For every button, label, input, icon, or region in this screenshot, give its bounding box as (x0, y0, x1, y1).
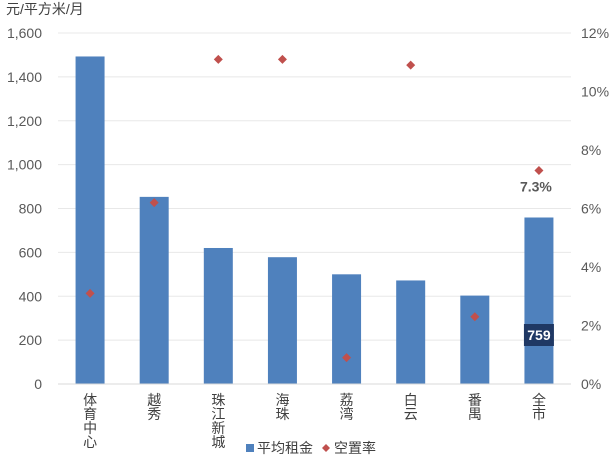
category-label: 白云 (404, 392, 418, 422)
y-left-tick-label: 1,200 (7, 113, 42, 129)
bar-6 (396, 280, 426, 384)
point-1 (85, 288, 95, 298)
legend-label-scatter: 空置率 (334, 440, 376, 456)
legend-label-bar: 平均租金 (257, 440, 313, 456)
annotations: 7.3% 759 (520, 178, 554, 346)
category-label: 体育中心 (83, 392, 97, 450)
point-6 (406, 60, 416, 70)
y-right-tick-label: 10% (581, 84, 609, 100)
category-label: 海珠 (275, 392, 289, 422)
legend: 平均租金 空置率 (246, 440, 376, 456)
point-2 (149, 198, 159, 208)
bar-value-badge (523, 324, 554, 346)
y-left-tick-label: 600 (19, 244, 43, 260)
y-axis-left: 0 200 400 600 800 1,000 1,200 1,400 1,600 (7, 25, 42, 392)
bar-7 (460, 295, 490, 384)
y-right-tick-label: 0% (581, 376, 601, 392)
category-label: 番禺 (468, 392, 482, 422)
y-left-tick-label: 800 (19, 201, 43, 217)
bar-4 (267, 257, 297, 384)
category-label: 全市 (532, 392, 546, 422)
category-label: 珠江新城 (211, 392, 225, 450)
y-left-tick-label: 1,600 (7, 25, 42, 41)
category-label: 越秀 (147, 392, 161, 422)
point-4 (277, 54, 287, 64)
point-3 (213, 54, 223, 64)
bar-3 (203, 247, 233, 384)
y-left-tick-label: 1,400 (7, 69, 42, 85)
y-left-tick-label: 400 (19, 288, 43, 304)
y-right-tick-label: 2% (581, 318, 601, 334)
legend-swatch-bar (246, 444, 254, 452)
bar-1 (75, 56, 105, 385)
point-5 (342, 353, 352, 363)
bar-8 (524, 217, 554, 384)
vacancy-rate-label: 7.3% (520, 178, 552, 194)
point-8 (534, 165, 544, 175)
y-right-tick-label: 8% (581, 142, 601, 158)
gridlines (58, 32, 571, 341)
scatter-series (85, 54, 544, 363)
y-unit-label: 元/平方米/月 (6, 1, 84, 17)
y-right-tick-label: 6% (581, 201, 601, 217)
y-right-tick-label: 4% (581, 259, 601, 275)
y-right-tick-label: 12% (581, 25, 609, 41)
category-label: 荔湾 (340, 392, 354, 422)
y-axis-right: 0% 2% 4% 6% 8% 10% 12% (581, 25, 609, 392)
bar-value-label: 759 (527, 327, 551, 343)
bar-2 (139, 196, 169, 384)
x-axis-categories: 体育中心 越秀 珠江新城 海珠 荔湾 白云 番禺 全市 (83, 392, 546, 450)
y-left-tick-label: 1,000 (7, 157, 42, 173)
point-7 (470, 312, 480, 322)
y-left-tick-label: 0 (34, 376, 42, 392)
legend-swatch-scatter (322, 444, 330, 452)
bar-series (75, 56, 554, 385)
bar-5 (332, 274, 362, 384)
y-left-tick-label: 200 (19, 332, 43, 348)
